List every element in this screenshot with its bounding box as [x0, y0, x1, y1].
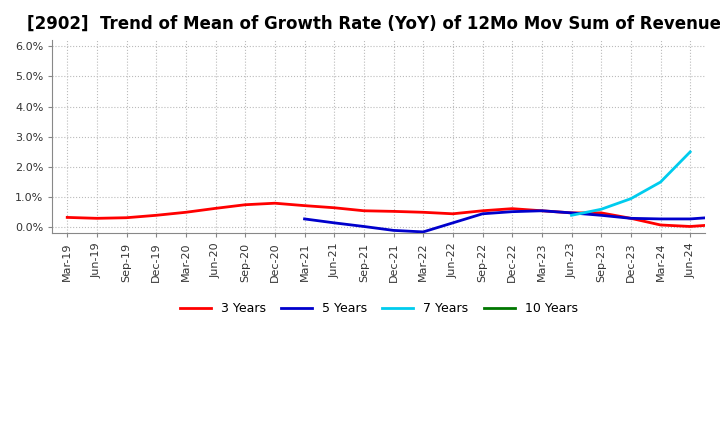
- 3 Years: [63, 215, 71, 220]
- 7 Years: [686, 149, 695, 154]
- 3 Years: [449, 211, 457, 216]
- 7 Years: [626, 196, 635, 202]
- 3 Years: [686, 224, 695, 229]
- 3 Years: [93, 216, 102, 221]
- 5 Years: [538, 208, 546, 213]
- 5 Years: [330, 220, 338, 225]
- 3 Years: [300, 203, 309, 208]
- 7 Years: [656, 180, 665, 185]
- 5 Years: [597, 213, 606, 218]
- 5 Years: [626, 216, 635, 221]
- 3 Years: [478, 208, 487, 213]
- 3 Years: [330, 205, 338, 210]
- 3 Years: [597, 210, 606, 216]
- 3 Years: [241, 202, 250, 207]
- 3 Years: [211, 206, 220, 211]
- 5 Years: [508, 209, 516, 214]
- Title: [2902]  Trend of Mean of Growth Rate (YoY) of 12Mo Mov Sum of Revenues: [2902] Trend of Mean of Growth Rate (YoY…: [27, 15, 720, 33]
- 3 Years: [538, 208, 546, 213]
- 5 Years: [567, 210, 576, 216]
- 7 Years: [567, 213, 576, 218]
- 3 Years: [716, 222, 720, 227]
- Line: 5 Years: 5 Years: [305, 128, 720, 232]
- 3 Years: [181, 209, 190, 215]
- 3 Years: [656, 222, 665, 227]
- 3 Years: [567, 210, 576, 216]
- 3 Years: [359, 208, 368, 213]
- 5 Years: [359, 224, 368, 229]
- 5 Years: [656, 216, 665, 222]
- 3 Years: [626, 216, 635, 221]
- Line: 3 Years: 3 Years: [67, 55, 720, 227]
- 7 Years: [597, 207, 606, 212]
- 3 Years: [152, 213, 161, 218]
- 5 Years: [449, 220, 457, 225]
- 3 Years: [122, 215, 131, 220]
- 5 Years: [716, 214, 720, 220]
- Line: 7 Years: 7 Years: [572, 152, 690, 215]
- Legend: 3 Years, 5 Years, 7 Years, 10 Years: 3 Years, 5 Years, 7 Years, 10 Years: [174, 297, 582, 320]
- 5 Years: [300, 216, 309, 222]
- 3 Years: [271, 201, 279, 206]
- 5 Years: [390, 228, 398, 233]
- 5 Years: [478, 211, 487, 216]
- 3 Years: [390, 209, 398, 214]
- 3 Years: [419, 209, 428, 215]
- 5 Years: [686, 216, 695, 222]
- 3 Years: [508, 206, 516, 211]
- 5 Years: [419, 229, 428, 235]
